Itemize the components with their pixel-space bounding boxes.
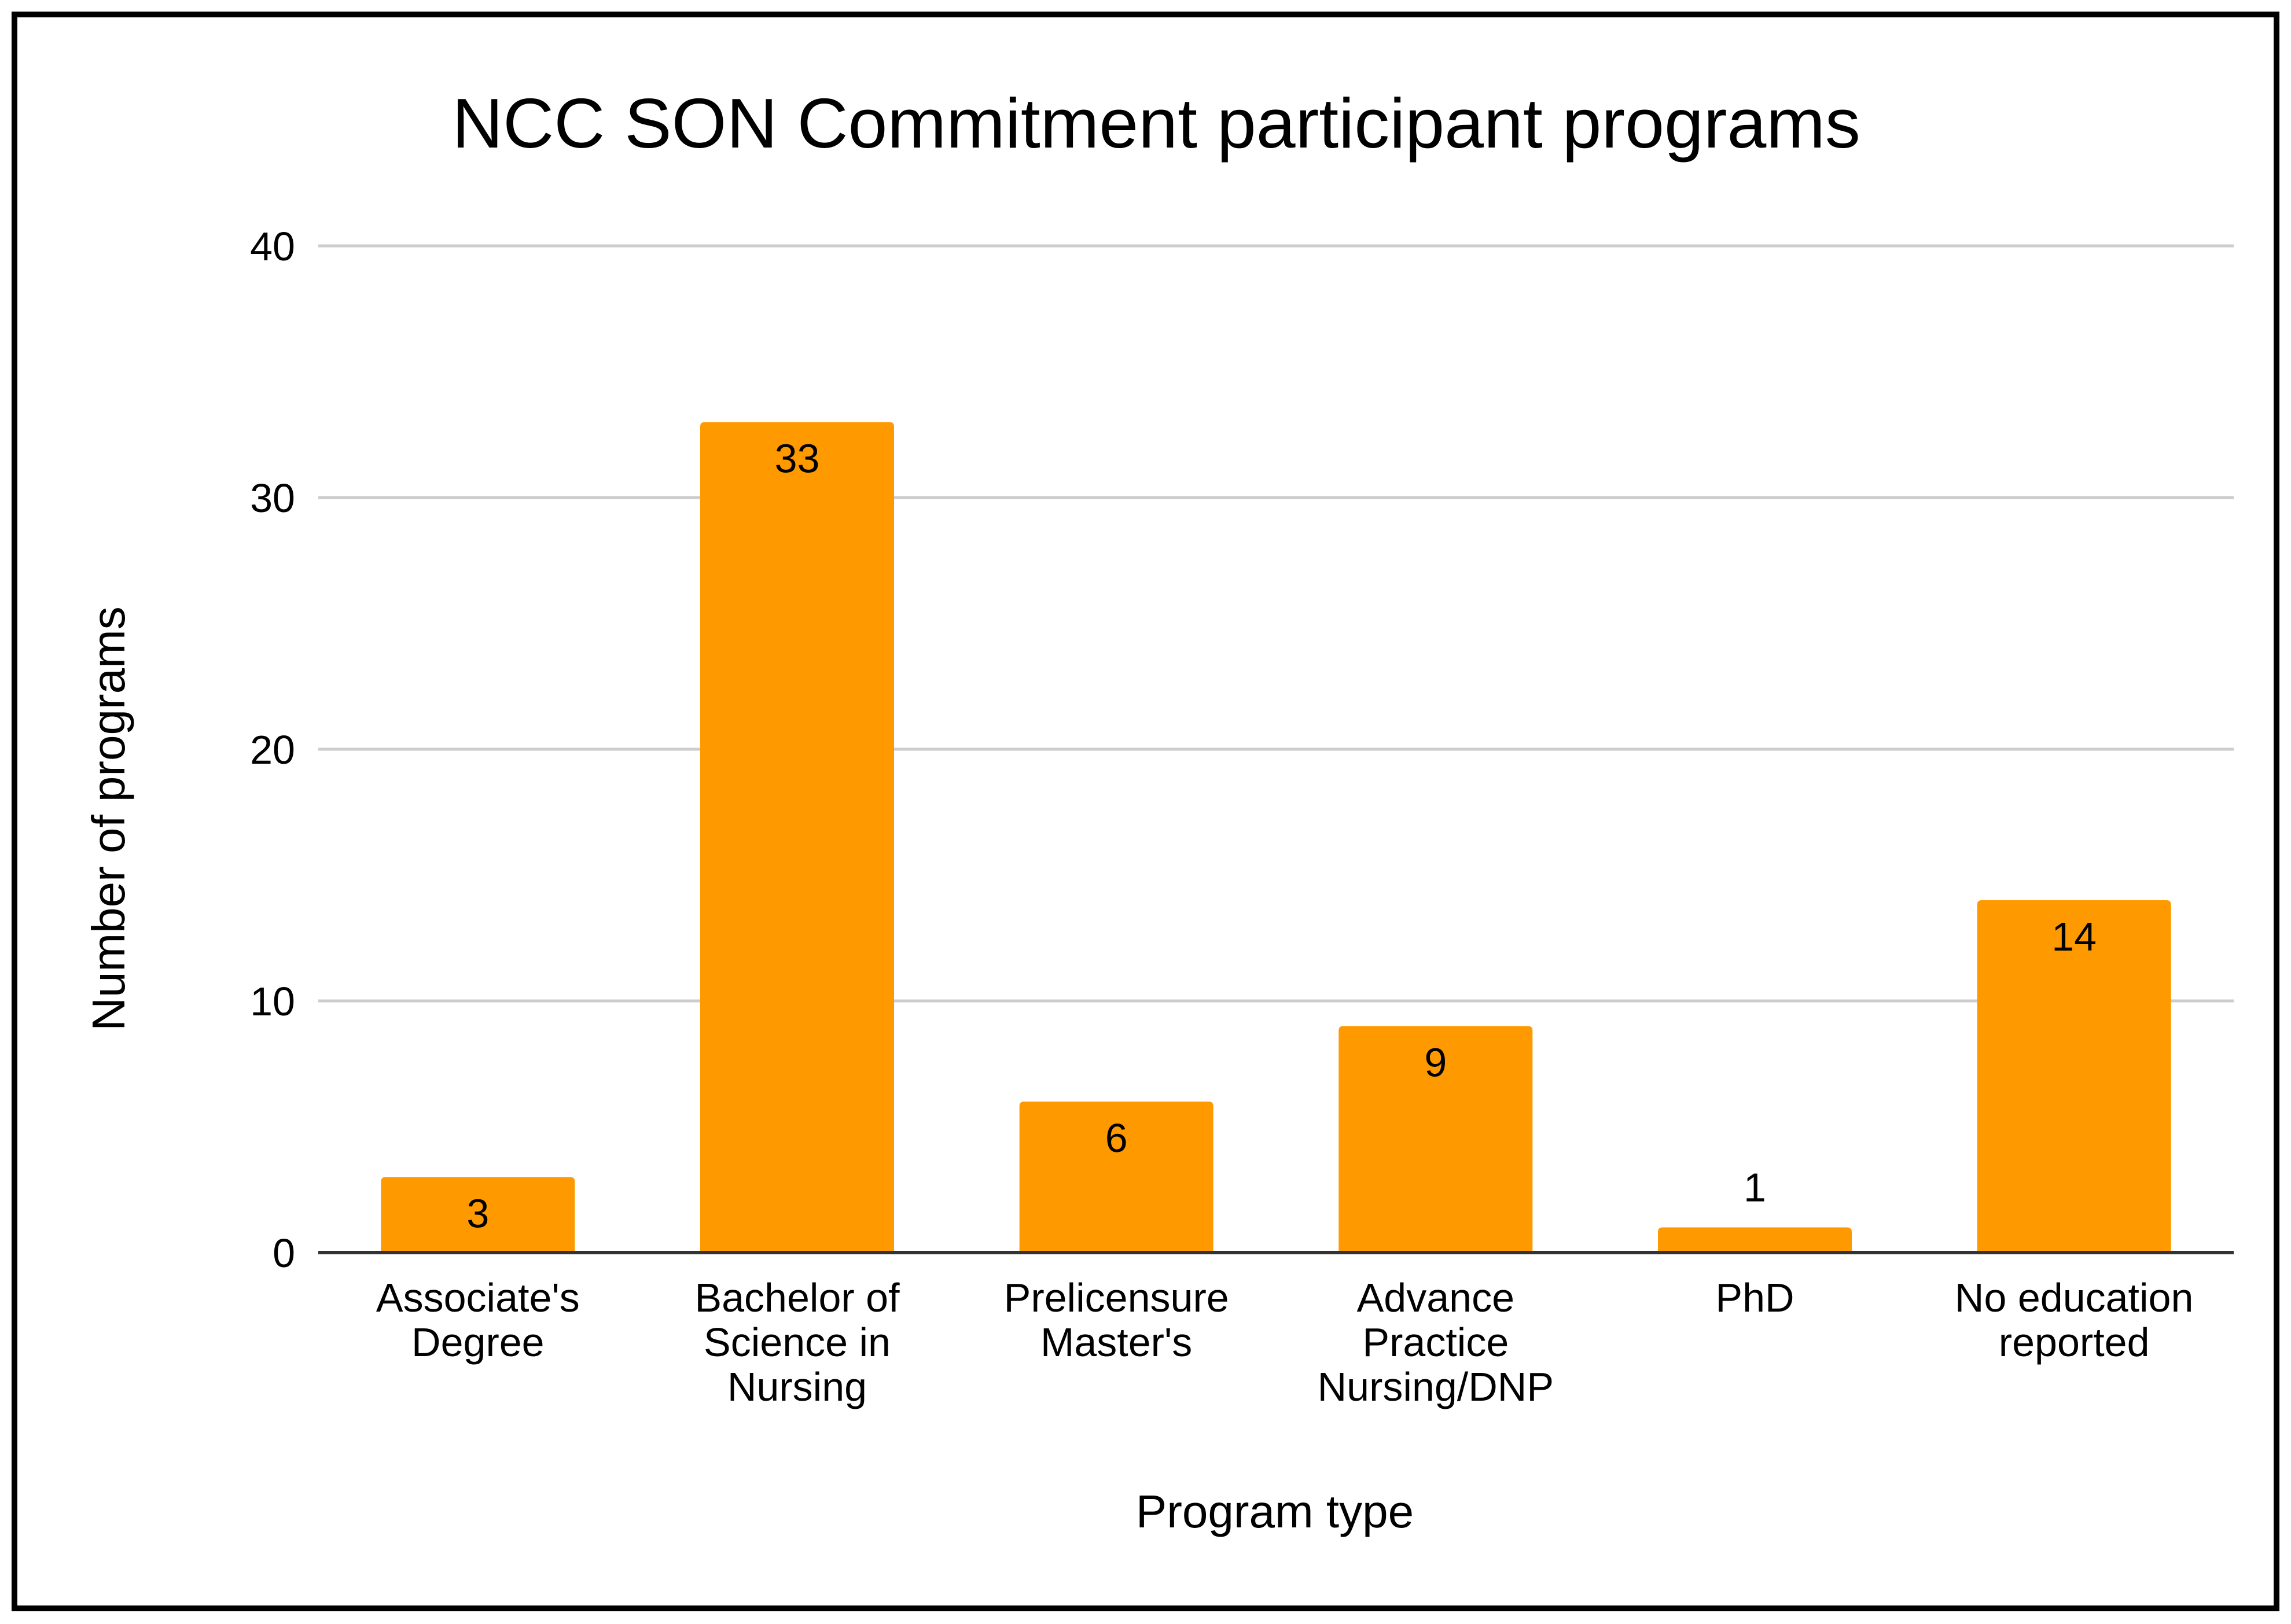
chart-title: NCC SON Commitment participant programs: [452, 84, 1860, 163]
y-tick-label: 0: [273, 1231, 295, 1276]
data-label: 1: [1744, 1165, 1766, 1210]
gridlines: [318, 244, 2234, 1003]
data-label: 3: [466, 1191, 489, 1236]
data-label: 33: [775, 436, 820, 481]
bar: [1338, 1026, 1533, 1253]
data-label: 9: [1424, 1040, 1447, 1085]
bar: [381, 1177, 575, 1253]
labels: 0 10 20 30 40 3 Associate's Degree 33 Bachelor of…: [250, 224, 2193, 1409]
y-tick-label: 40: [250, 224, 295, 269]
y-tick-label: 10: [250, 979, 295, 1024]
data-label: 6: [1105, 1115, 1128, 1161]
x-tick-label: Bachelor of Science in Nursing: [694, 1275, 900, 1409]
bar: [1977, 900, 2171, 1253]
x-tick-label: Associate's Degree: [376, 1275, 580, 1365]
bar: [700, 422, 894, 1253]
bars: [381, 422, 2171, 1253]
y-tick-label: 20: [250, 727, 295, 772]
bar: [1019, 1102, 1213, 1253]
data-label: 14: [2051, 914, 2097, 959]
y-tick-label: 30: [250, 476, 295, 521]
x-tick-label: Prelicensure Master's: [1004, 1275, 1229, 1365]
bar: [1658, 1227, 1852, 1253]
x-tick-label: PhD: [1715, 1275, 1794, 1320]
chart-frame: [12, 12, 2279, 1611]
y-axis-title: Number of programs: [83, 606, 134, 1031]
x-axis-title: Program type: [1136, 1486, 1414, 1537]
x-tick-label: Advance Practice Nursing/DNP: [1318, 1275, 1554, 1409]
x-tick-label: No education reported: [1955, 1275, 2194, 1365]
